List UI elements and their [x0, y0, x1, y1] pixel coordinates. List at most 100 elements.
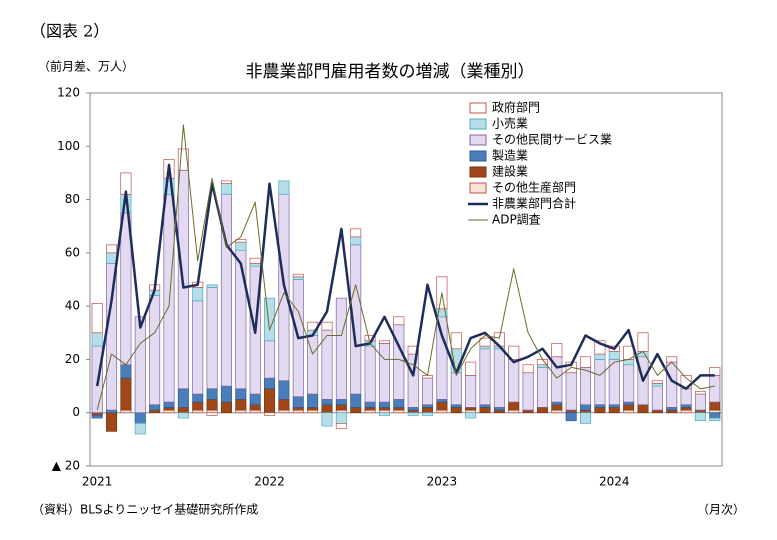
bar-segment — [450, 332, 462, 350]
legend-label: その他民間サービス業 — [492, 133, 612, 147]
legend-label: 政府部門 — [492, 100, 540, 115]
bar-segment — [407, 409, 419, 414]
bar-segment — [307, 409, 319, 414]
bar-segment — [694, 391, 706, 395]
bar-segment — [551, 409, 563, 414]
bar-segment — [235, 249, 247, 390]
bar-segment — [608, 359, 620, 406]
bar-segment — [479, 348, 491, 406]
bar-segment — [450, 407, 462, 414]
bar-segment — [220, 183, 232, 195]
bar-segment — [278, 409, 290, 414]
bar-segment — [278, 180, 290, 195]
bar-segment — [192, 401, 204, 411]
bar-segment — [350, 407, 362, 414]
bar-segment — [522, 364, 534, 374]
bar-segment — [177, 148, 189, 171]
bar-segment — [149, 404, 161, 411]
bar-segment — [493, 407, 505, 411]
bar-segment — [163, 193, 175, 403]
bar-segment — [436, 401, 448, 411]
bar-segment — [120, 364, 132, 379]
bar-segment — [565, 372, 577, 411]
bar-segment — [378, 343, 390, 403]
bar-segment — [364, 409, 376, 414]
bar-segment — [335, 423, 347, 430]
bar-segment — [206, 409, 218, 414]
bar-segment — [594, 353, 606, 360]
bar-segment — [249, 393, 261, 406]
legend-label: ADP調査 — [492, 213, 541, 227]
bar-segment — [134, 316, 146, 414]
bar-segment — [235, 388, 247, 400]
bar-segment — [163, 407, 175, 411]
bar-segment — [709, 409, 721, 414]
bar-segment — [364, 401, 376, 408]
figure-label: （図表 2） — [30, 22, 109, 41]
bar-segment — [321, 412, 333, 427]
bar-segment — [206, 399, 218, 411]
bar-segment — [479, 337, 491, 347]
bar-segment — [666, 356, 678, 363]
bar-segment — [321, 321, 333, 331]
bar-segment — [465, 409, 477, 414]
bar-segment — [249, 409, 261, 414]
bar-segment — [264, 340, 276, 379]
bar-segment — [608, 407, 620, 414]
bar-segment — [292, 396, 304, 408]
bar-segment — [335, 297, 347, 400]
bar-segment — [206, 412, 218, 416]
bar-segment — [177, 407, 189, 414]
bar-segment — [292, 273, 304, 278]
bar-segment — [422, 407, 434, 414]
bar-segment — [536, 364, 548, 368]
bar-segment — [422, 404, 434, 408]
x-tick-label: 2021 — [82, 475, 113, 489]
bar-segment — [694, 412, 706, 422]
bar-segment — [321, 399, 333, 406]
bar-segment — [493, 348, 505, 408]
bar-segment — [465, 361, 477, 376]
bar-segment — [335, 409, 347, 414]
bar-segment — [220, 401, 232, 414]
x-tick-label: 2022 — [254, 475, 285, 489]
y-tick-label: 20 — [65, 352, 80, 366]
bar-segment — [709, 412, 721, 419]
bar-segment — [608, 404, 620, 408]
bar-segment — [551, 343, 563, 358]
bar-segment — [206, 388, 218, 400]
bar-segment — [307, 393, 319, 408]
bar-segment — [422, 377, 434, 406]
bar-segment — [292, 276, 304, 280]
bar-segment — [594, 340, 606, 355]
bar-segment — [364, 335, 376, 342]
bar-segment — [623, 404, 635, 411]
bar-segment — [177, 388, 189, 408]
bar-segment — [666, 407, 678, 411]
bar-segment — [508, 401, 520, 411]
bar-segment — [465, 412, 477, 419]
bar-segment — [264, 412, 276, 416]
bar-segment — [278, 399, 290, 411]
bar-segment — [651, 380, 663, 384]
bar-segment — [249, 257, 261, 264]
bar-segment — [378, 409, 390, 414]
bar-segment — [508, 359, 520, 403]
x-tick-label: 2023 — [427, 475, 458, 489]
legend-swatch — [469, 182, 487, 194]
bar-segment — [594, 404, 606, 408]
bar-segment — [608, 351, 620, 360]
bar-segment — [465, 375, 477, 408]
bar-segment — [623, 364, 635, 403]
bar-segment — [479, 345, 491, 350]
line-series — [95, 163, 715, 390]
bar-segment — [120, 377, 132, 411]
chart-title: 非農業部門雇用者数の増減（業種別） — [246, 62, 535, 82]
bar-segment — [450, 372, 462, 406]
bar-segment — [651, 409, 663, 414]
bar-segment — [264, 388, 276, 414]
bar-segment — [163, 409, 175, 414]
bar-segment — [393, 316, 405, 326]
legend-label: 非農業部門合計 — [492, 196, 576, 211]
source: （資料）BLSよりニッセイ基礎研究所作成 — [32, 502, 258, 517]
